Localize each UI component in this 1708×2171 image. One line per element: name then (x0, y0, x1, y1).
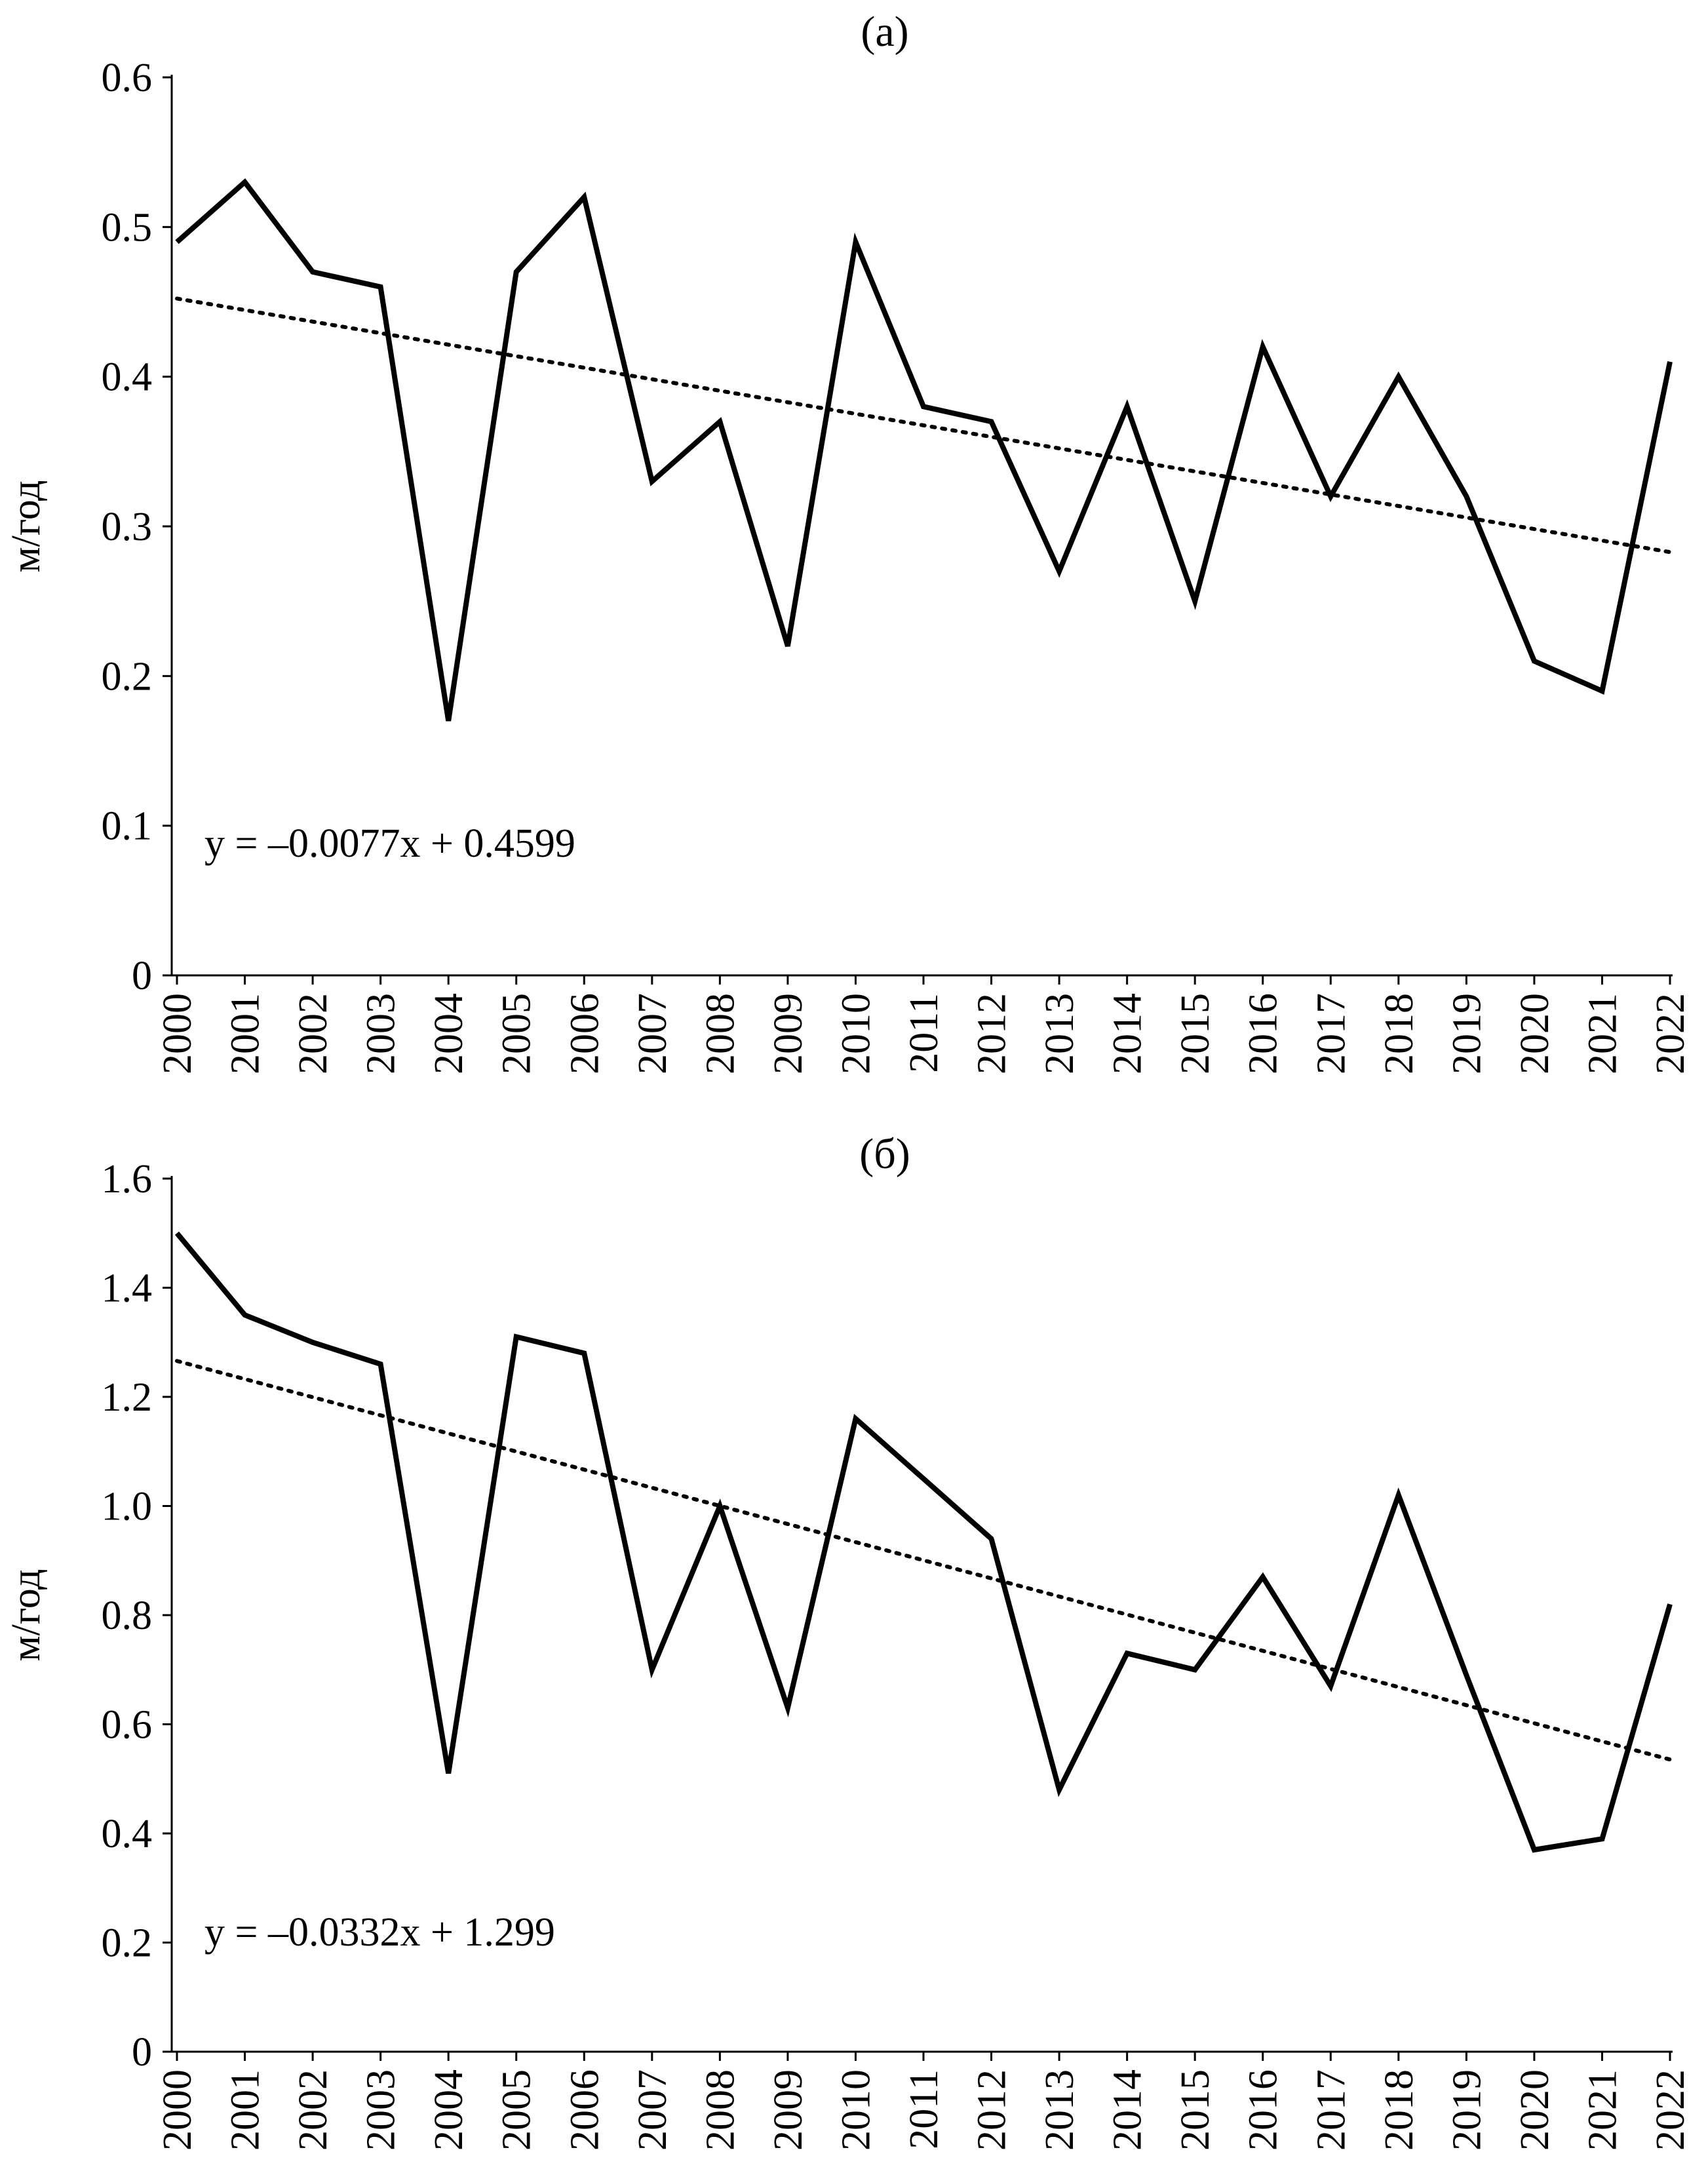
x-tick-label: 2006 (562, 993, 607, 1074)
x-tick-label: 2009 (766, 993, 811, 1074)
x-tick-label: 2005 (495, 2069, 539, 2151)
trendline (175, 1359, 1672, 1762)
x-tick-label: 2008 (698, 2069, 743, 2151)
y-tick-label: 0.3 (102, 505, 153, 549)
trend-equation: y = –0.0077x + 0.4599 (204, 821, 575, 866)
y-tick-label: 0 (132, 954, 152, 998)
x-tick-label: 2000 (155, 2069, 200, 2151)
y-tick-label: 1.6 (102, 1157, 153, 1202)
series-line (175, 178, 1673, 722)
x-tick-label: 2010 (834, 2069, 878, 2151)
x-tick-label: 2011 (902, 2069, 946, 2149)
x-tick-label: 2004 (427, 2069, 471, 2151)
y-tick-label: 0 (132, 2030, 152, 2075)
y-tick-label: 1.4 (102, 1266, 153, 1311)
x-tick-label: 2018 (1377, 2069, 1422, 2151)
x-tick-label: 2019 (1445, 2069, 1489, 2151)
x-tick-label: 2017 (1309, 993, 1353, 1074)
y-tick-label: 0.4 (102, 355, 153, 400)
x-tick-label: 2014 (1106, 993, 1150, 1074)
y-tick-label: 0.6 (102, 56, 153, 100)
trendline (175, 296, 1672, 555)
y-tick-label: 0.2 (102, 654, 153, 699)
y-tick-label: 0.6 (102, 1703, 153, 1748)
x-tick-label: 2017 (1309, 2069, 1353, 2151)
y-axis-label: м/год (4, 1569, 49, 1661)
x-tick-label: 2022 (1648, 2069, 1693, 2151)
chart-panel-a: (а) 0 0.1 0.2 0.3 0.4 0.5 0.6 2000 2001 2002 2003 20… (4, 8, 1693, 1074)
x-tick-label: 2019 (1445, 993, 1489, 1074)
x-tick-label: 2008 (698, 993, 743, 1074)
x-tick-label: 2009 (766, 2069, 811, 2151)
series-line (174, 1231, 1673, 1853)
x-tick-label: 2014 (1106, 2069, 1150, 2151)
x-tick-label: 2012 (970, 993, 1015, 1074)
x-tick-label: 2016 (1241, 2069, 1286, 2151)
x-tick-label: 2011 (902, 993, 946, 1073)
x-tick-label: 2010 (834, 993, 878, 1074)
trend-equation: y = –0.0332x + 1.299 (204, 1910, 555, 1955)
x-tick-label: 2001 (223, 2069, 268, 2151)
x-tick-label: 2021 (1580, 993, 1625, 1074)
x-tick-label: 2000 (155, 993, 200, 1074)
y-tick-label: 1.0 (102, 1485, 153, 1529)
x-tick-label: 2012 (970, 2069, 1015, 2151)
x-tick-label: 2007 (631, 2069, 675, 2151)
x-tick-label: 2005 (495, 993, 539, 1074)
x-tick-label: 2015 (1173, 993, 1218, 1074)
chart-title: (б) (859, 1130, 910, 1178)
x-tick-label: 2013 (1038, 993, 1082, 1074)
x-tick-label: 2003 (359, 993, 404, 1074)
x-tick-label: 2021 (1580, 2069, 1625, 2151)
x-tick-label: 2016 (1241, 993, 1286, 1074)
y-tick-label: 0.1 (102, 804, 153, 849)
x-tick-label: 2020 (1513, 2069, 1557, 2151)
y-tick-label: 1.2 (102, 1375, 153, 1420)
x-tick-label: 2002 (291, 993, 336, 1074)
x-tick-label: 2001 (223, 993, 268, 1074)
x-tick-label: 2007 (631, 993, 675, 1074)
y-tick-label: 0.2 (102, 1921, 153, 1966)
y-tick-label: 0.8 (102, 1594, 153, 1638)
y-tick-label: 0.5 (102, 205, 153, 250)
x-tick-label: 2022 (1648, 993, 1693, 1074)
x-tick-label: 2015 (1173, 2069, 1218, 2151)
x-tick-label: 2004 (427, 993, 471, 1074)
chart-title: (а) (861, 8, 908, 56)
y-tick-label: 0.4 (102, 1812, 153, 1856)
x-tick-label: 2002 (291, 2069, 336, 2151)
y-axis-label: м/год (4, 480, 49, 572)
x-tick-label: 2013 (1038, 2069, 1082, 2151)
x-tick-label: 2018 (1377, 993, 1422, 1074)
x-tick-label: 2006 (562, 2069, 607, 2151)
x-tick-label: 2020 (1513, 993, 1557, 1074)
x-tick-label: 2003 (359, 2069, 404, 2151)
chart-panel-b: (б) 0 0.2 0.4 0.6 0.8 1.0 1.2 1.4 1.6 2000 2001 2002… (4, 1130, 1693, 2151)
